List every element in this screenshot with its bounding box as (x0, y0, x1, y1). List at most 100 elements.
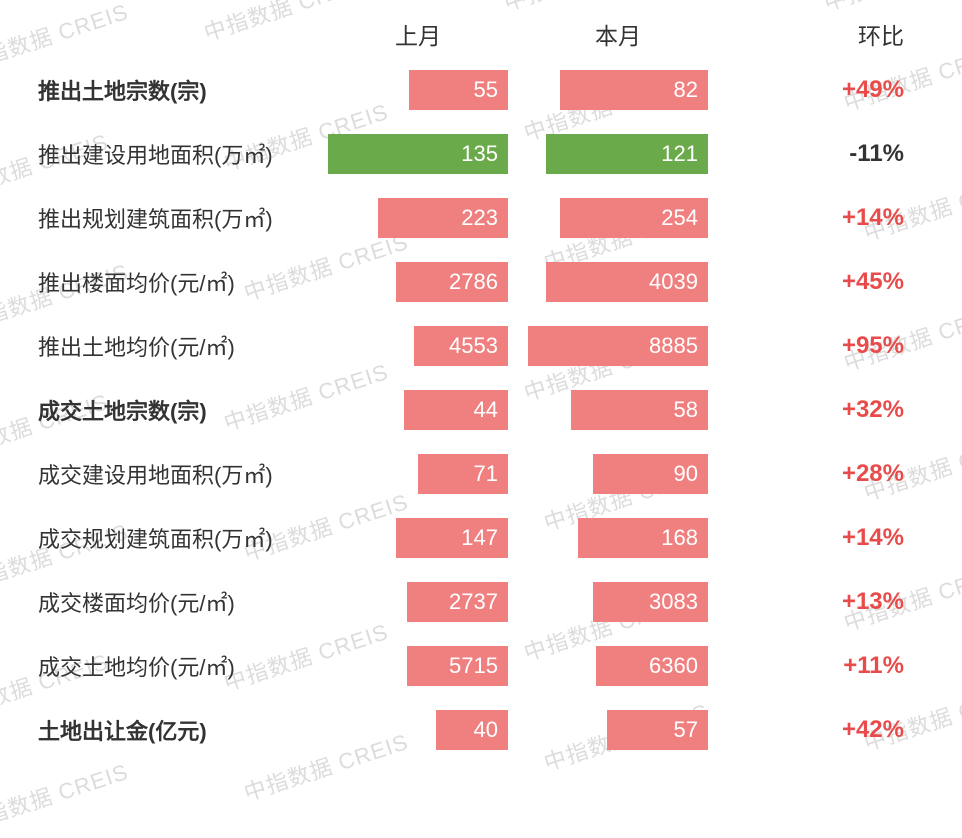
prev-value: 4553 (449, 333, 498, 359)
change-value: +14% (708, 204, 944, 232)
change-value: +14% (708, 524, 944, 552)
curr-value: 168 (661, 525, 698, 551)
prev-bar-cell: 223 (328, 198, 508, 238)
curr-bar-cell: 57 (528, 710, 708, 750)
data-table: 上月 本月 环比 推出土地宗数(宗) 55 82 +49% 推出建设用地面积(万㎡) 13… (0, 0, 962, 762)
curr-bar: 4039 (546, 262, 708, 302)
row-label: 推出规划建筑面积(万㎡) (18, 202, 308, 234)
curr-bar: 121 (546, 134, 708, 174)
curr-bar: 8885 (528, 326, 708, 366)
curr-value: 254 (661, 205, 698, 231)
curr-bar: 3083 (593, 582, 708, 622)
watermark-text: 中指数据 CREIS (0, 754, 132, 837)
curr-bar-cell: 90 (528, 454, 708, 494)
change-value: +45% (708, 268, 944, 296)
table-row: 成交土地宗数(宗) 44 58+32% (18, 378, 944, 442)
curr-value: 82 (674, 77, 698, 103)
curr-bar-cell: 4039 (528, 262, 708, 302)
curr-bar-cell: 254 (528, 198, 708, 238)
prev-bar: 2786 (396, 262, 508, 302)
change-value: +28% (708, 460, 944, 488)
prev-bar-cell: 44 (328, 390, 508, 430)
prev-bar-cell: 135 (328, 134, 508, 174)
prev-bar-cell: 71 (328, 454, 508, 494)
curr-bar: 6360 (596, 646, 708, 686)
table-row: 推出土地宗数(宗) 55 82 +49% (18, 58, 944, 122)
prev-value: 40 (474, 717, 498, 743)
row-label: 推出土地均价(元/㎡) (18, 330, 308, 362)
row-label: 土地出让金(亿元) (18, 714, 308, 746)
curr-bar: 58 (571, 390, 708, 430)
prev-value: 147 (461, 525, 498, 551)
change-value: +95% (708, 332, 944, 360)
prev-bar-cell: 40 (328, 710, 508, 750)
prev-bar: 223 (378, 198, 508, 238)
row-label: 成交规划建筑面积(万㎡) (18, 522, 308, 554)
prev-value: 55 (474, 77, 498, 103)
curr-bar: 90 (593, 454, 708, 494)
curr-bar-cell: 8885 (528, 326, 708, 366)
prev-bar-cell: 5715 (328, 646, 508, 686)
prev-bar-cell: 147 (328, 518, 508, 558)
change-value: +11% (708, 652, 944, 680)
row-label: 成交建设用地面积(万㎡) (18, 458, 308, 490)
curr-bar-cell: 58 (528, 390, 708, 430)
change-value: +32% (708, 396, 944, 424)
curr-bar-cell: 121 (528, 134, 708, 174)
row-label: 成交土地均价(元/㎡) (18, 650, 308, 682)
prev-value: 5715 (449, 653, 498, 679)
table-row: 成交土地均价(元/㎡) 5715 6360 +11% (18, 634, 944, 698)
row-label: 成交楼面均价(元/㎡) (18, 586, 308, 618)
change-value: -11% (708, 140, 944, 168)
prev-value: 2786 (449, 269, 498, 295)
prev-bar: 2737 (407, 582, 508, 622)
header-curr-month: 本月 (528, 17, 708, 51)
prev-bar-cell: 55 (328, 70, 508, 110)
header-change: 环比 (708, 17, 944, 51)
table-row: 土地出让金(亿元) 40 57+42% (18, 698, 944, 762)
curr-bar: 254 (560, 198, 708, 238)
curr-bar-cell: 3083 (528, 582, 708, 622)
curr-value: 90 (674, 461, 698, 487)
prev-bar-cell: 2786 (328, 262, 508, 302)
change-value: +13% (708, 588, 944, 616)
curr-value: 3083 (649, 589, 698, 615)
table-row: 成交楼面均价(元/㎡) 2737 3083 +13% (18, 570, 944, 634)
prev-bar: 44 (404, 390, 508, 430)
prev-bar: 5715 (407, 646, 508, 686)
row-label: 推出楼面均价(元/㎡) (18, 266, 308, 298)
row-label: 推出土地宗数(宗) (18, 74, 308, 106)
curr-value: 8885 (649, 333, 698, 359)
row-label: 成交土地宗数(宗) (18, 394, 308, 426)
prev-value: 223 (461, 205, 498, 231)
prev-bar: 4553 (414, 326, 508, 366)
prev-value: 135 (461, 141, 498, 167)
prev-bar: 135 (328, 134, 508, 174)
prev-value: 44 (474, 397, 498, 423)
prev-value: 2737 (449, 589, 498, 615)
change-value: +49% (708, 76, 944, 104)
prev-bar: 55 (409, 70, 508, 110)
curr-bar: 168 (578, 518, 708, 558)
prev-bar: 147 (396, 518, 508, 558)
curr-bar-cell: 6360 (528, 646, 708, 686)
table-row: 成交规划建筑面积(万㎡) 147 168 +14% (18, 506, 944, 570)
table-row: 推出楼面均价(元/㎡) 2786 4039 +45% (18, 250, 944, 314)
curr-value: 4039 (649, 269, 698, 295)
row-label: 推出建设用地面积(万㎡) (18, 138, 308, 170)
prev-bar-cell: 2737 (328, 582, 508, 622)
table-row: 推出土地均价(元/㎡) 4553 8885 +95% (18, 314, 944, 378)
prev-value: 71 (474, 461, 498, 487)
curr-bar-cell: 168 (528, 518, 708, 558)
table-header: 上月 本月 环比 (18, 10, 944, 58)
curr-bar: 82 (560, 70, 708, 110)
curr-bar-cell: 82 (528, 70, 708, 110)
curr-value: 121 (661, 141, 698, 167)
change-value: +42% (708, 716, 944, 744)
rows-container: 推出土地宗数(宗)5582+49%推出建设用地面积(万㎡)135121-11%推… (18, 58, 944, 762)
header-prev-month: 上月 (328, 17, 508, 51)
prev-bar: 71 (418, 454, 508, 494)
curr-value: 6360 (649, 653, 698, 679)
table-row: 推出规划建筑面积(万㎡) 223 254 +14% (18, 186, 944, 250)
table-row: 推出建设用地面积(万㎡) 135 121 -11% (18, 122, 944, 186)
